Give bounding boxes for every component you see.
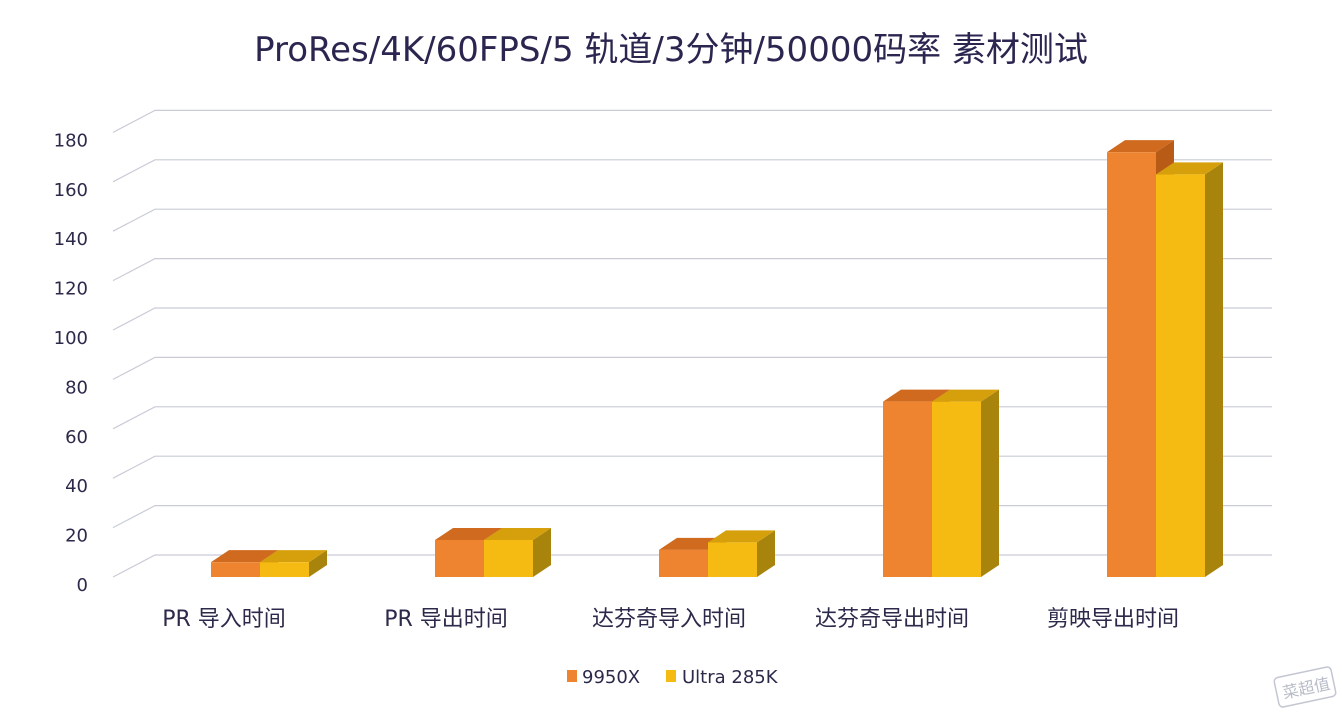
gridline [112, 307, 1272, 331]
bar-front [484, 539, 533, 577]
x-tick-label: 剪映导出时间 [1047, 607, 1179, 632]
bar-top [260, 550, 327, 563]
bar-front [435, 539, 484, 577]
bar-side [533, 527, 551, 577]
x-tick-label: 达芬奇导入时间 [592, 607, 746, 632]
x-tick-label: PR 导出时间 [384, 607, 508, 632]
legend-item: Ultra 285K [666, 667, 779, 688]
bar-side [757, 530, 775, 577]
y-axis: 0 20 40 60 80 100 120 140 160 180 [54, 130, 88, 596]
bar [708, 530, 775, 577]
bar [932, 389, 999, 577]
bar-front [1156, 174, 1205, 577]
bar-layer [211, 140, 1223, 577]
gridline [112, 208, 1272, 232]
bar-side [309, 550, 327, 577]
bar-front [1107, 152, 1156, 577]
bar-top [883, 389, 950, 402]
bar-top [932, 389, 999, 402]
watermark: 菜超值 [1273, 666, 1337, 708]
gridline [112, 356, 1272, 380]
legend-item: 9950X [567, 667, 640, 688]
legend-label: Ultra 285K [682, 667, 779, 688]
gridline [112, 455, 1272, 479]
bar-top [1156, 162, 1223, 175]
y-tick-label: 60 [65, 427, 88, 448]
bar-front [260, 562, 309, 577]
x-tick-label: 达芬奇导出时间 [815, 607, 969, 632]
bar-top [484, 527, 551, 540]
y-tick-label: 20 [65, 526, 88, 547]
y-tick-label: 0 [77, 575, 88, 596]
x-tick-label: PR 导入时间 [162, 607, 286, 632]
bar-front [932, 401, 981, 577]
bar-top [211, 550, 278, 563]
chart-title: ProRes/4K/60FPS/5 轨道/3分钟/50000码率 素材测试 [254, 30, 1088, 70]
watermark-badge [1273, 666, 1337, 708]
legend-swatch [666, 670, 676, 682]
y-tick-label: 40 [65, 476, 88, 497]
bar-top [435, 527, 502, 540]
y-tick-label: 80 [65, 377, 88, 398]
y-tick-label: 180 [54, 130, 88, 151]
y-tick-label: 100 [54, 328, 88, 349]
bar [484, 527, 551, 577]
bar-top [1107, 140, 1174, 153]
bar-front [883, 401, 932, 577]
y-tick-label: 120 [54, 279, 88, 300]
bar-front [211, 562, 260, 577]
bar-front [659, 549, 708, 577]
bar [1156, 162, 1223, 577]
legend-label: 9950X [582, 667, 640, 688]
gridline [112, 505, 1272, 529]
x-axis: PR 导入时间 PR 导出时间 达芬奇导入时间 达芬奇导出时间 剪映导出时间 [162, 607, 1179, 632]
gridline [112, 406, 1272, 430]
bar-side [1205, 162, 1223, 577]
legend: 9950X Ultra 285K [567, 667, 779, 688]
bar [260, 550, 327, 577]
y-tick-label: 160 [54, 180, 88, 201]
gridline [112, 258, 1272, 282]
gridline [112, 109, 1272, 133]
bar-side [981, 389, 999, 577]
grid-layer [112, 109, 1272, 578]
bar-front [708, 542, 757, 577]
legend-swatch [567, 670, 577, 682]
y-tick-label: 140 [54, 229, 88, 250]
bar-top [708, 530, 775, 543]
gridline [112, 159, 1272, 183]
